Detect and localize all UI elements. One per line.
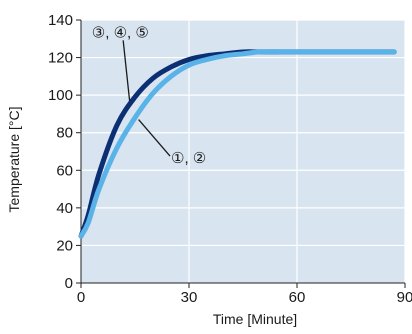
y-tick-label: 60 <box>56 162 73 179</box>
x-tick-label: 60 <box>289 289 306 306</box>
x-axis-label: Time [Minute] <box>213 311 297 327</box>
x-tick-label: 0 <box>77 289 85 306</box>
y-tick-label: 140 <box>48 12 73 29</box>
grid <box>81 19 406 283</box>
annotation-leader-1 <box>122 40 131 101</box>
x-tick-label: 30 <box>181 289 198 306</box>
axes: 0 20 40 60 80 100 120 140 0 30 60 90 <box>48 12 412 306</box>
y-tick-label: 20 <box>56 237 73 254</box>
y-tick-label: 0 <box>65 275 73 292</box>
y-tick-label: 120 <box>48 50 73 67</box>
annotation-leader-2 <box>138 119 171 157</box>
annotation-label-1: ③, ④, ⑤ <box>92 24 149 41</box>
plot-area <box>81 20 405 283</box>
y-tick-label: 40 <box>56 200 73 217</box>
x-tick-label: 90 <box>397 289 412 306</box>
series-lines <box>78 49 397 239</box>
series-line-2 <box>78 49 397 239</box>
annotations: ③, ④, ⑤ ①, ② <box>92 24 206 167</box>
y-axis-label: Temperature [°C] <box>6 107 22 213</box>
annotation-label-2: ①, ② <box>171 150 206 167</box>
y-tick-label: 80 <box>56 125 73 142</box>
y-tick-label: 100 <box>48 87 73 104</box>
